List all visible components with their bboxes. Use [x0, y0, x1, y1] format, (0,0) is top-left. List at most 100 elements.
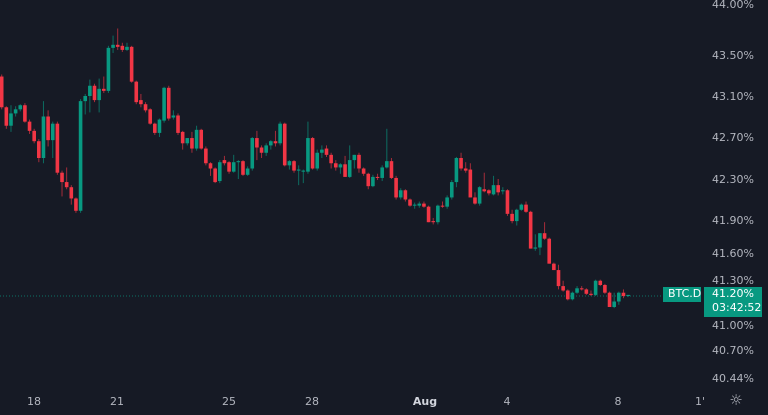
- candle-body: [422, 203, 426, 207]
- candle: [171, 110, 176, 120]
- candle: [153, 122, 157, 135]
- candle: [310, 137, 315, 170]
- candle-body: [269, 141, 273, 146]
- candle: [505, 189, 510, 216]
- candle: [69, 185, 74, 205]
- candle-body: [375, 176, 380, 178]
- candle-body: [125, 46, 129, 50]
- candle: [278, 121, 282, 146]
- candle: [417, 201, 422, 208]
- gear-icon[interactable]: ☼: [729, 391, 743, 409]
- candle-body: [64, 182, 69, 188]
- candle: [245, 166, 250, 176]
- candle: [208, 162, 213, 176]
- candle: [575, 286, 579, 294]
- candle: [361, 167, 366, 176]
- candle-body: [194, 129, 199, 149]
- candle: [199, 128, 204, 150]
- y-tick-label: 44.00%: [712, 0, 754, 11]
- y-tick-label: 41.30%: [712, 274, 754, 287]
- candle: [617, 291, 621, 305]
- candle-body: [491, 185, 496, 195]
- candle: [589, 290, 593, 296]
- candle-body: [589, 293, 593, 295]
- candle: [394, 175, 398, 200]
- candle: [101, 76, 106, 93]
- candle: [111, 35, 115, 53]
- candle-body: [357, 154, 361, 169]
- candle-body: [245, 168, 250, 175]
- candle: [320, 145, 324, 158]
- candle-body: [162, 87, 166, 121]
- candle-body: [565, 290, 570, 300]
- candle: [50, 121, 55, 158]
- candle-body: [417, 203, 422, 206]
- candle: [408, 198, 412, 207]
- candle: [27, 119, 32, 134]
- candle-body: [468, 169, 473, 198]
- candle-body: [408, 199, 412, 206]
- y-tick-label: 42.70%: [712, 131, 754, 144]
- candle: [477, 186, 482, 206]
- candle-body: [78, 101, 83, 211]
- candle: [352, 154, 357, 169]
- y-tick-label: 40.44%: [712, 372, 754, 385]
- candle: [143, 102, 148, 113]
- candle: [626, 294, 630, 298]
- candle-body: [301, 170, 306, 172]
- candle: [250, 137, 255, 171]
- candle-body: [603, 285, 607, 293]
- candle-body: [208, 163, 213, 169]
- candle-body: [617, 292, 621, 302]
- candle-body: [115, 44, 120, 47]
- candle: [32, 128, 36, 144]
- candle-body: [463, 168, 468, 171]
- candle-body: [111, 44, 115, 48]
- candle-body: [171, 115, 176, 118]
- candle: [37, 139, 41, 163]
- candle-body: [593, 280, 598, 295]
- candle-body: [204, 148, 208, 164]
- candle-body: [371, 176, 375, 187]
- candle: [343, 155, 347, 177]
- time-axis: [0, 390, 768, 415]
- candle-body: [306, 138, 310, 172]
- candle: [194, 125, 199, 151]
- candle-body: [292, 161, 296, 171]
- candle-body: [575, 288, 579, 293]
- candle: [514, 208, 519, 226]
- symbol-price-tag: BTC.D: [663, 287, 701, 302]
- candle: [436, 204, 440, 225]
- x-tick-label: 4: [504, 395, 511, 408]
- candle: [255, 130, 259, 161]
- candle-body: [213, 168, 217, 183]
- candle: [64, 167, 69, 190]
- candle-body: [338, 164, 343, 168]
- candle: [338, 163, 343, 174]
- candle-body: [366, 173, 371, 187]
- candle: [329, 152, 333, 169]
- candle: [371, 174, 375, 188]
- candle: [612, 292, 616, 309]
- candle-body: [310, 138, 315, 169]
- candle: [4, 106, 9, 129]
- candle-body: [329, 154, 333, 164]
- candle: [565, 289, 570, 301]
- candle-body: [440, 205, 445, 207]
- candle-body: [343, 164, 347, 177]
- candle: [598, 279, 603, 287]
- candle: [74, 197, 78, 213]
- candle-body: [584, 289, 589, 294]
- candle: [88, 79, 92, 113]
- candle: [449, 180, 454, 200]
- candle: [385, 128, 389, 169]
- candle-body: [347, 160, 352, 177]
- candle-body: [0, 76, 4, 108]
- candle: [422, 201, 426, 208]
- candle: [217, 160, 222, 184]
- candle: [269, 140, 273, 150]
- candle-body: [190, 138, 194, 149]
- candle: [97, 78, 101, 113]
